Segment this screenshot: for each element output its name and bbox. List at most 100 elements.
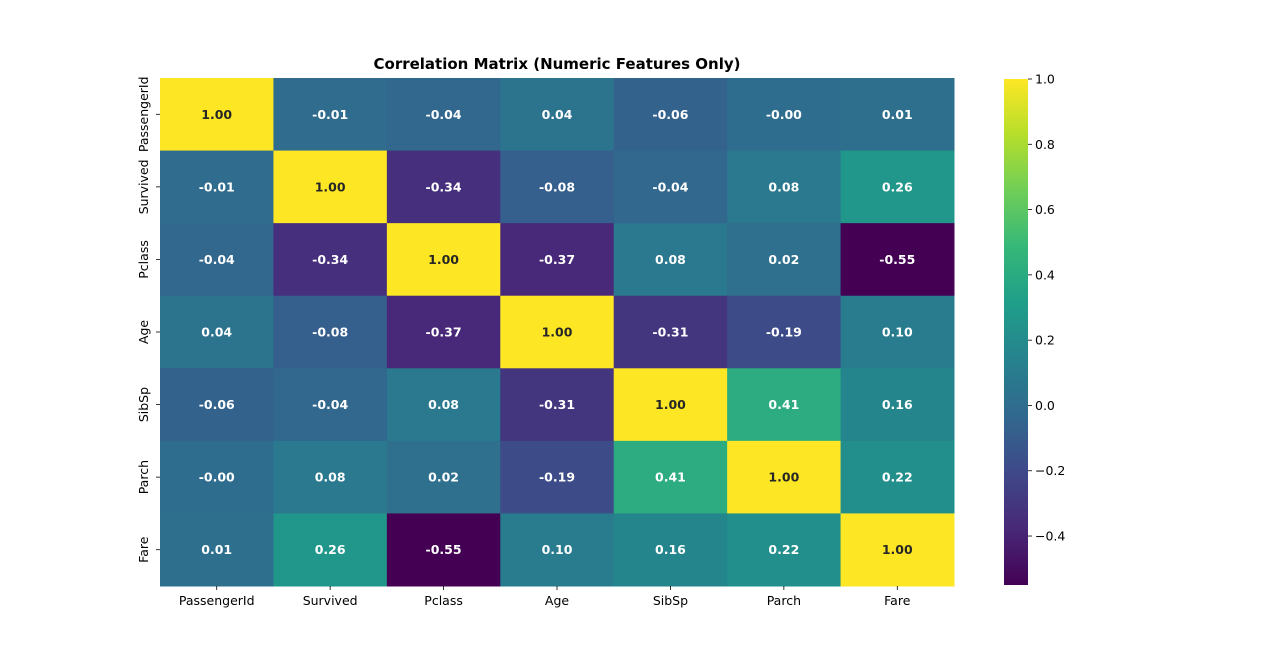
colorbar-tick-label: 0.0 <box>1035 398 1055 413</box>
cell-value-label: 0.41 <box>768 397 799 412</box>
cell-value-label: 0.04 <box>542 107 573 122</box>
heatmap-cell <box>613 440 728 514</box>
heatmap-cell <box>160 440 274 514</box>
heatmap-cell <box>500 78 615 152</box>
colorbar-tick-label: 0.2 <box>1035 333 1055 348</box>
y-tick-label: Fare <box>136 536 151 563</box>
x-tick-label: PassengerId <box>179 593 255 608</box>
heatmap-cell <box>613 295 728 369</box>
heatmap-cell <box>500 150 615 224</box>
cell-value-label: 1.00 <box>768 470 799 485</box>
cell-value-label: 0.26 <box>315 542 346 557</box>
y-tick-label: Survived <box>136 159 151 214</box>
cell-value-label: -0.19 <box>766 325 802 340</box>
heatmap-cell <box>727 440 842 514</box>
cell-value-label: -0.08 <box>539 179 575 194</box>
heatmap-annotations: 1.00 -0.01 -0.04 0.04 -0.06 -0.00 0.01 -0.01 1.0… <box>199 107 916 557</box>
heatmap-cell <box>160 150 274 224</box>
heatmap-cell <box>386 150 501 224</box>
heatmap-cell <box>160 295 274 369</box>
heatmap-cell <box>500 513 615 587</box>
heatmap-cell <box>273 513 388 587</box>
cell-value-label: 0.08 <box>655 252 686 267</box>
cell-value-label: 0.08 <box>428 397 459 412</box>
heatmap-cell <box>840 223 955 297</box>
heatmap-cell <box>613 150 728 224</box>
cell-value-label: 0.41 <box>655 470 686 485</box>
colorbar-tick-label: 0.4 <box>1035 267 1055 282</box>
cell-value-label: 0.08 <box>315 470 346 485</box>
heatmap-cell <box>727 150 842 224</box>
heatmap-cell <box>613 513 728 587</box>
heatmap-cell <box>727 368 842 442</box>
heatmap-cell <box>613 368 728 442</box>
heatmap-cells <box>160 78 955 587</box>
colorbar: 1.0 0.8 0.6 0.4 0.2 0.0 −0.2 −0.4 <box>1004 72 1065 585</box>
x-tick-label: Parch <box>767 593 801 608</box>
heatmap-cell <box>386 295 501 369</box>
heatmap-cell <box>160 368 274 442</box>
heatmap-cell <box>727 78 842 152</box>
cell-value-label: -0.55 <box>426 542 462 557</box>
cell-value-label: 0.10 <box>542 542 573 557</box>
heatmap-cell <box>840 440 955 514</box>
cell-value-label: 1.00 <box>428 252 459 267</box>
cell-value-label: 0.22 <box>882 470 913 485</box>
cell-value-label: -0.06 <box>199 397 235 412</box>
cell-value-label: 0.16 <box>655 542 686 557</box>
heatmap-cell <box>727 513 842 587</box>
heatmap-cell <box>273 223 388 297</box>
cell-value-label: -0.04 <box>199 252 235 267</box>
heatmap-cell <box>160 223 274 297</box>
x-tick-label: SibSp <box>653 593 688 608</box>
cell-value-label: 0.26 <box>882 179 913 194</box>
heatmap-cell <box>500 295 615 369</box>
colorbar-tick-label: −0.4 <box>1035 529 1065 544</box>
cell-value-label: 0.01 <box>882 107 913 122</box>
cell-value-label: -0.55 <box>879 252 915 267</box>
heatmap-cell <box>727 295 842 369</box>
heatmap-cell <box>386 368 501 442</box>
cell-value-label: -0.00 <box>199 470 235 485</box>
cell-value-label: -0.06 <box>652 107 688 122</box>
heatmap-cell <box>840 150 955 224</box>
cell-value-label: 1.00 <box>315 179 346 194</box>
heatmap-cell <box>386 223 501 297</box>
cell-value-label: 0.08 <box>768 179 799 194</box>
cell-value-label: 0.16 <box>882 397 913 412</box>
colorbar-gradient <box>1004 79 1028 585</box>
y-axis: PassengerId Survived Pclass Age SibSp Parch Fa… <box>136 76 160 563</box>
heatmap-cell <box>500 223 615 297</box>
cell-value-label: -0.19 <box>539 470 575 485</box>
heatmap-cell <box>386 440 501 514</box>
y-tick-label: SibSp <box>136 387 151 422</box>
x-axis: PassengerId Survived Pclass Age SibSp Parch Fa… <box>179 586 911 608</box>
colorbar-tick-label: 0.8 <box>1035 137 1055 152</box>
x-tick-label: Fare <box>884 593 911 608</box>
heatmap-cell <box>273 78 388 152</box>
y-tick-label: Pclass <box>136 240 151 279</box>
y-tick-label: Parch <box>136 460 151 494</box>
cell-value-label: -0.04 <box>312 397 348 412</box>
cell-value-label: 0.04 <box>201 325 232 340</box>
cell-value-label: 0.22 <box>768 542 799 557</box>
cell-value-label: 1.00 <box>882 542 913 557</box>
cell-value-label: -0.01 <box>199 179 235 194</box>
heatmap-cell <box>273 295 388 369</box>
cell-value-label: -0.04 <box>426 107 462 122</box>
x-tick-label: Survived <box>303 593 358 608</box>
cell-value-label: -0.34 <box>426 179 462 194</box>
heatmap-cell <box>727 223 842 297</box>
colorbar-tick-label: 0.6 <box>1035 202 1055 217</box>
y-tick-label: Age <box>136 320 151 344</box>
cell-value-label: -0.37 <box>426 325 462 340</box>
cell-value-label: -0.01 <box>312 107 348 122</box>
cell-value-label: -0.34 <box>312 252 348 267</box>
heatmap-cell <box>613 223 728 297</box>
heatmap-cell <box>386 78 501 152</box>
heatmap-cell <box>500 440 615 514</box>
chart-title: Correlation Matrix (Numeric Features Onl… <box>373 55 741 73</box>
heatmap-cell <box>840 295 955 369</box>
